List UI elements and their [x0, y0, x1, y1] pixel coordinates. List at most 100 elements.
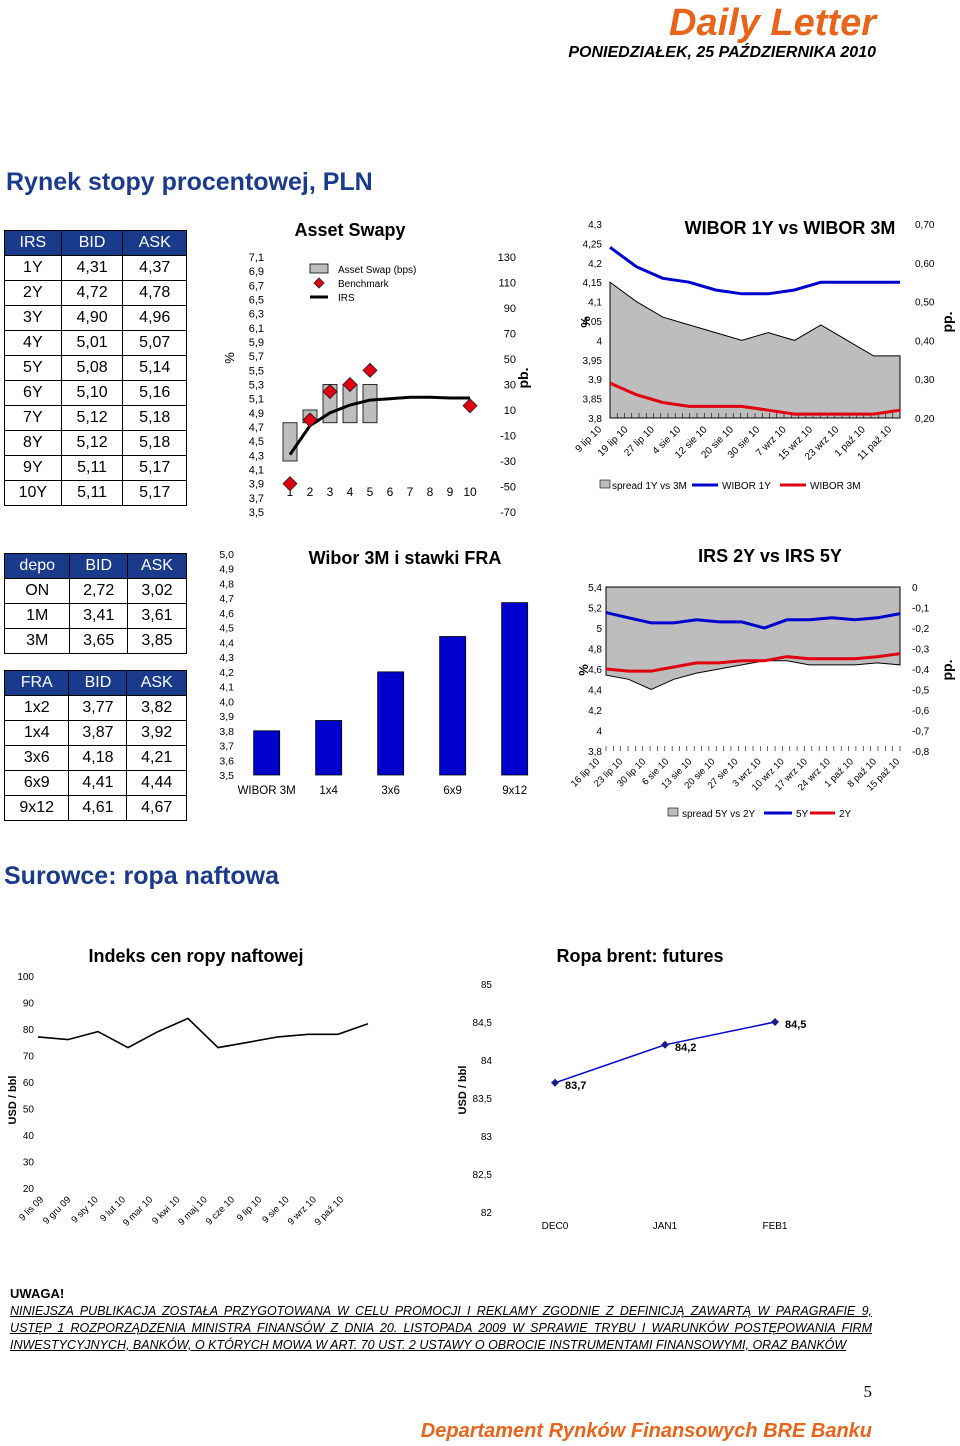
table-cell: 5,18: [122, 405, 187, 431]
table-cell: 1M: [3, 603, 71, 629]
brent-line: [554, 1021, 776, 1084]
y-tick-label: 4,6: [219, 608, 234, 620]
newsletter-date: PONIEDZIAŁEK, 25 PAŹDZIERNIKA 2010: [568, 44, 876, 61]
x-tick-label: 9 mar 10: [121, 1194, 155, 1228]
x-tick-label: 7: [407, 485, 414, 499]
table-cell: 4,90: [60, 305, 124, 331]
asset-swap-bar: [362, 384, 378, 424]
y2-tick-label: 0,70: [915, 220, 935, 231]
y2-tick-label: -50: [500, 482, 516, 494]
table-row: 6Y 5,10 5,16: [4, 380, 187, 406]
fra-table: FRA BID ASK 1x2 3,77 3,82 1x4 3,87 3,92 3x6 4,18 4,…: [3, 670, 187, 821]
wibor-chart: WIBOR 1Y vs WIBOR 3M % pp. spread 1Y vs …: [574, 218, 955, 492]
legend-spread: spread 5Y vs 2Y: [682, 809, 756, 820]
table-row: 5Y 5,08 5,14: [4, 355, 187, 381]
y-tick-label: 82,5: [473, 1170, 493, 1181]
oil-index-line: [37, 1017, 369, 1049]
warning-heading: UWAGA!: [10, 1286, 65, 1301]
y-tick-label: 4,1: [219, 682, 234, 694]
x-tick-label: 1x4: [319, 785, 338, 797]
table-row: 4Y 5,01 5,07: [4, 330, 187, 356]
y-tick-label: 5,7: [249, 351, 264, 363]
brent-point: [771, 1018, 779, 1026]
y2-tick-label: -30: [500, 456, 516, 468]
y-tick-label: 3,95: [583, 356, 603, 367]
chart-title: Asset Swapy: [294, 220, 405, 240]
y2-tick-label: 0,60: [915, 259, 935, 270]
oil-index-chart: Indeks cen ropy naftowej USD / bbl 100 90…: [7, 946, 369, 1229]
y-tick-label: 3,7: [249, 493, 264, 505]
y-tick-label: 4,2: [588, 706, 602, 717]
y-tick-label: 5,9: [249, 337, 264, 349]
table-cell: 5,17: [122, 455, 187, 481]
y-tick-label: 4,7: [219, 593, 234, 605]
table-cell: 1x4: [3, 720, 70, 746]
y-tick-label: 4,4: [219, 637, 234, 649]
legend-swatch-spread: [667, 807, 679, 817]
legend-2y: 2Y: [839, 809, 852, 820]
y-tick-label: 4,3: [249, 450, 264, 462]
table-cell: 5,10: [60, 380, 124, 406]
y-tick-label: 30: [23, 1158, 35, 1169]
y-tick-label: 3,5: [249, 507, 264, 519]
fra-header-cell: FRA: [3, 670, 70, 696]
x-tick-label: 9 gru 09: [41, 1194, 73, 1226]
x-tick-label: 9 maj 10: [176, 1194, 210, 1228]
y-tick-label: 3,7: [219, 741, 234, 753]
y-tick-label: 83,5: [473, 1094, 493, 1105]
legend-wibor1y: WIBOR 1Y: [722, 481, 771, 492]
table-cell: 10Y: [4, 480, 62, 506]
y-tick-label: 4: [596, 336, 602, 347]
y-tick-label: 4,5: [219, 623, 234, 635]
chart-title: Wibor 3M i stawki FRA: [309, 548, 502, 568]
spread-area: [605, 586, 901, 691]
y-tick-label: 6,5: [249, 295, 264, 307]
benchmark-point: [282, 476, 298, 492]
y-tick-label: 100: [17, 972, 34, 983]
legend-irs: IRS: [338, 293, 355, 304]
table-cell: 4,96: [122, 305, 187, 331]
data-label: 84,5: [785, 1019, 806, 1031]
y2-tick-label: -0,5: [912, 686, 930, 697]
chart-title: WIBOR 1Y vs WIBOR 3M: [685, 218, 896, 238]
y-tick-label: 5,5: [249, 365, 264, 377]
y-tick-label: 5,4: [588, 583, 602, 594]
y-tick-label: 3,9: [588, 375, 602, 386]
x-tick-label: WIBOR 3M: [238, 785, 296, 797]
table-cell: 3M: [3, 628, 71, 654]
table-cell: 3,85: [126, 628, 188, 654]
y-tick-label: 6,9: [249, 266, 264, 278]
table-row: 7Y 5,12 5,18: [4, 405, 187, 431]
benchmark-point: [302, 412, 318, 428]
table-cell: 4,21: [126, 745, 187, 771]
wibor1y-line: [609, 246, 900, 296]
table-cell: 2Y: [4, 280, 62, 306]
table-cell: 4,37: [122, 255, 187, 281]
table-cell: ON: [3, 578, 71, 604]
newsletter-title: Daily Letter: [669, 2, 876, 44]
y-tick-label: 82: [481, 1208, 493, 1219]
fra-bar: [377, 671, 405, 776]
table-cell: 4,31: [60, 255, 124, 281]
x-tick-label: 9: [447, 485, 454, 499]
depo-table: depo BID ASK ON 2,72 3,02 1M 3,41 3,61 3M 3,65 3,85: [3, 553, 188, 654]
table-cell: 4,18: [68, 745, 128, 771]
x-tick-label: 9 paź 10: [313, 1194, 347, 1228]
x-tick-label: 1: [287, 485, 294, 499]
table-cell: 3,87: [68, 720, 128, 746]
y2-axis-label: pp.: [939, 660, 955, 681]
y-tick-label: 3,8: [588, 747, 602, 758]
y-tick-label: 85: [481, 980, 493, 991]
data-label: 84,2: [675, 1042, 696, 1054]
y-tick-label: 4,6: [588, 665, 602, 676]
table-row: 10Y 5,11 5,17: [4, 480, 187, 506]
table-row: 3Y 4,90 4,96: [4, 305, 187, 331]
y2-tick-label: 0: [912, 583, 918, 594]
legend-swatch-asset-swap: [309, 263, 329, 274]
legend-swatch-benchmark: [313, 277, 325, 289]
table-cell: 3Y: [4, 305, 62, 331]
section-title-rates: Rynek stopy procentowej, PLN: [6, 168, 373, 196]
y2-tick-label: 50: [504, 354, 516, 366]
table-cell: 5,12: [60, 405, 124, 431]
table-row: 2Y 4,72 4,78: [4, 280, 187, 306]
